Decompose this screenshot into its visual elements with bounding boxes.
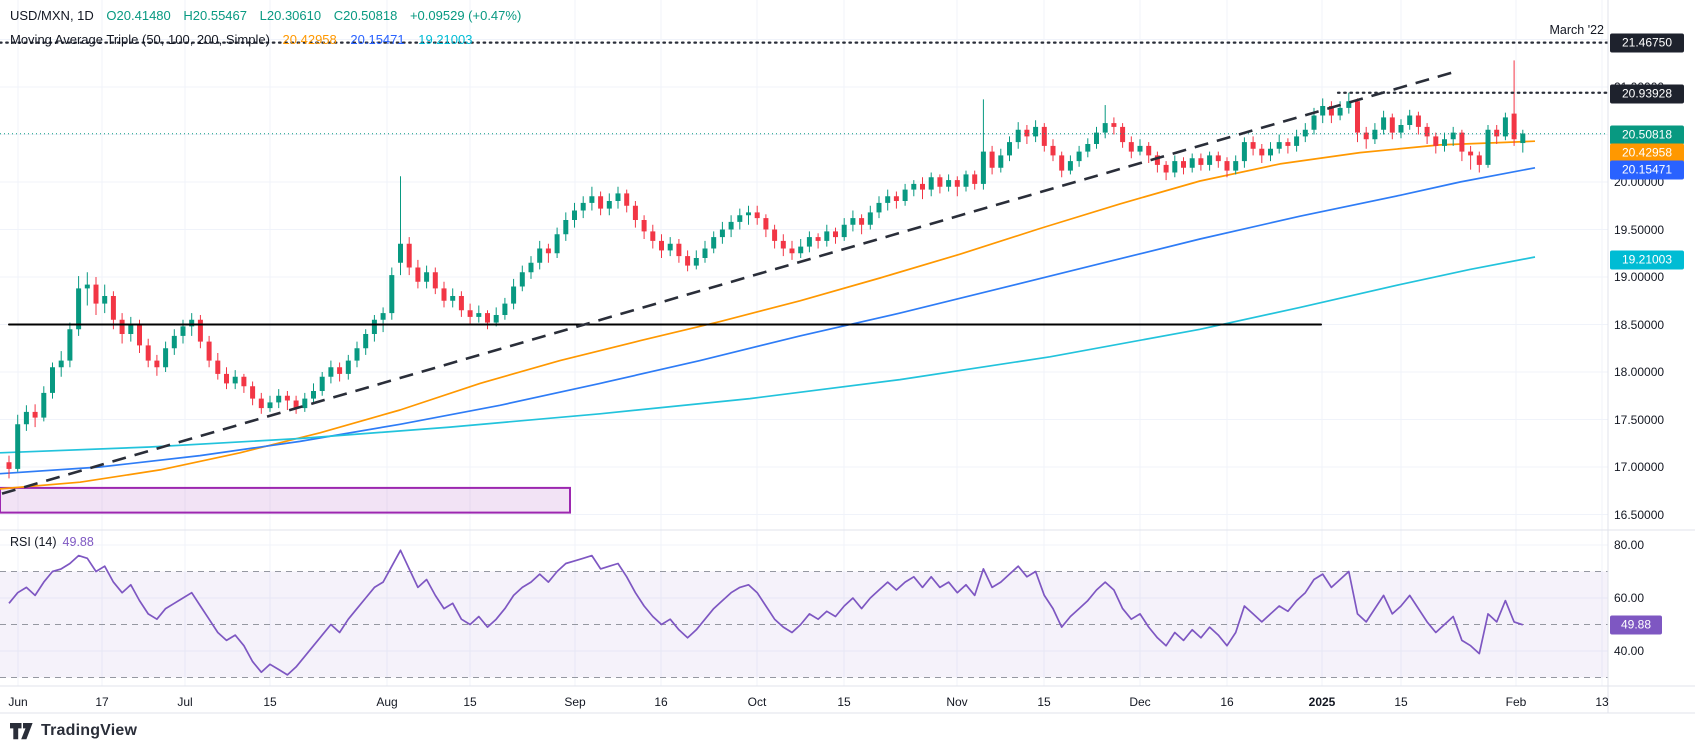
- time-axis-label: 15: [263, 695, 277, 709]
- ohlc-high: H20.55467: [183, 8, 248, 23]
- time-axis-label: 2025: [1308, 695, 1336, 709]
- time-axis-label: 15: [1394, 695, 1408, 709]
- ma-indicator-label: Moving Average Triple (50, 100, 200, Sim…: [10, 32, 270, 47]
- ma200-value: 19.21003: [418, 32, 473, 47]
- rsi-value-badge: 49.88: [1610, 615, 1662, 635]
- price-badge: 20.93928: [1610, 84, 1684, 104]
- time-axis-label: 15: [837, 695, 851, 709]
- price-badge: 21.46750: [1610, 33, 1684, 53]
- tradingview-attribution[interactable]: TradingView: [10, 720, 137, 742]
- time-axis-label: Sep: [564, 695, 586, 709]
- rsi-tick-label: 60.00: [1614, 591, 1645, 605]
- ohlc-low: L20.30610: [259, 8, 322, 23]
- price-tick-label: 18.00000: [1614, 365, 1665, 379]
- price-tick-label: 16.50000: [1614, 507, 1665, 522]
- time-axis-label: 15: [463, 695, 477, 709]
- candles: [6, 60, 1526, 479]
- consolidation-box: [0, 486, 571, 514]
- ma100-value: 20.15471: [350, 32, 405, 47]
- rsi-band: [0, 571, 1608, 678]
- time-axis-label: Feb: [1505, 695, 1527, 709]
- rsi-label: RSI (14): [10, 535, 57, 549]
- time-axis-label: Jun: [8, 695, 28, 709]
- price-tick-label: 19.50000: [1614, 222, 1665, 237]
- price-badge: 20.50818: [1610, 125, 1684, 145]
- time-axis-label: 15: [1037, 695, 1051, 709]
- tradingview-wordmark: TradingView: [41, 722, 138, 739]
- ohlc-change: +0.09529 (+0.47%): [409, 8, 522, 23]
- price-tick-label: 19.00000: [1614, 270, 1665, 284]
- time-axis-label: 16: [1220, 695, 1234, 709]
- rsi-value: 49.88: [62, 535, 94, 549]
- price-tick-label: 17.00000: [1614, 460, 1665, 474]
- sma-100-line: [0, 166, 1536, 475]
- time-axis-label: 13: [1595, 695, 1609, 709]
- price-tick-label: 18.50000: [1614, 317, 1665, 332]
- price-badge: 20.42958: [1610, 143, 1684, 162]
- time-scale[interactable]: [0, 687, 1608, 713]
- time-axis-label: Nov: [946, 695, 968, 709]
- time-axis-label: Jul: [177, 695, 193, 709]
- ohlc-close: C20.50818: [333, 8, 398, 23]
- time-axis-label: Dec: [1129, 695, 1151, 709]
- price-badge: 19.21003: [1610, 250, 1684, 269]
- price-tick-label: 17.50000: [1614, 412, 1665, 427]
- tradingview-logo-icon: [10, 722, 33, 740]
- sma-50-line: [0, 140, 1536, 490]
- ma50-value: 20.42958: [282, 32, 337, 47]
- time-axis-label: 17: [95, 695, 109, 709]
- time-axis-label: Aug: [376, 695, 398, 709]
- ohlc-open: O20.41480: [106, 8, 171, 23]
- march-22-annotation: March '22: [1549, 23, 1605, 37]
- symbol-title: USD/MXN, 1D: [10, 8, 94, 23]
- time-axis-label: 16: [654, 695, 668, 709]
- price-scale[interactable]: [1609, 0, 1695, 713]
- rsi-tick-label: 80.00: [1614, 538, 1645, 552]
- rsi-line: [8, 549, 1524, 676]
- rsi-legend-row[interactable]: RSI (14) 49.88: [10, 535, 94, 549]
- rsi-tick-label: 40.00: [1614, 644, 1645, 658]
- price-badge: 20.15471: [1610, 160, 1684, 179]
- sma-200-line: [0, 256, 1536, 454]
- symbol-legend-row[interactable]: USD/MXN, 1D O20.41480 H20.55467 L20.3061…: [10, 8, 530, 23]
- ma-indicator-legend-row[interactable]: Moving Average Triple (50, 100, 200, Sim…: [10, 32, 482, 47]
- time-axis-label: Oct: [747, 695, 767, 709]
